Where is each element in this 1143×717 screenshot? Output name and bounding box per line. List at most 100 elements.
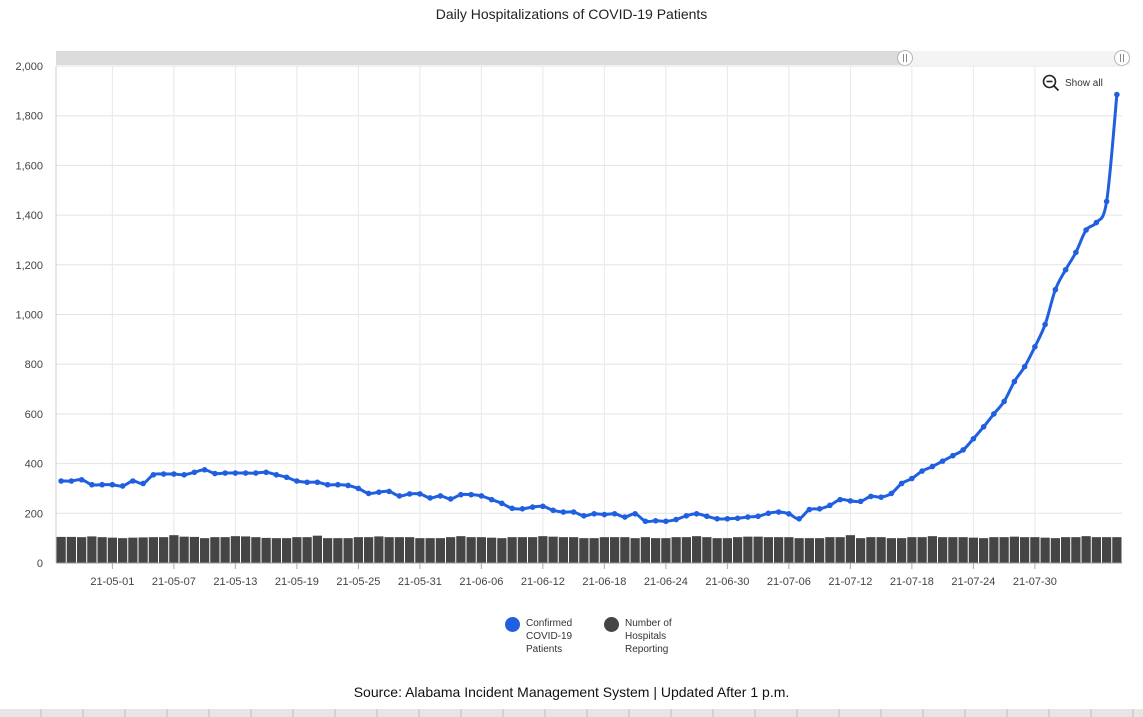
point-confirmed-patients[interactable] [376, 489, 382, 495]
bar-hospitals-reporting[interactable] [784, 537, 794, 563]
bar-hospitals-reporting[interactable] [538, 536, 548, 563]
point-confirmed-patients[interactable] [365, 490, 372, 497]
bar-hospitals-reporting[interactable] [1040, 537, 1050, 563]
bar-hospitals-reporting[interactable] [200, 538, 210, 563]
point-confirmed-patients[interactable] [181, 471, 187, 478]
bar-hospitals-reporting[interactable] [353, 537, 363, 563]
bar-hospitals-reporting[interactable] [271, 538, 281, 563]
point-confirmed-patients[interactable] [642, 518, 649, 525]
point-confirmed-patients[interactable] [1001, 398, 1007, 405]
bar-hospitals-reporting[interactable] [835, 537, 845, 563]
bar-hospitals-reporting[interactable] [1050, 538, 1060, 563]
point-confirmed-patients[interactable] [519, 506, 526, 512]
bar-hospitals-reporting[interactable] [1009, 536, 1019, 563]
point-confirmed-patients[interactable] [570, 509, 577, 515]
bar-hospitals-reporting[interactable] [312, 535, 322, 563]
range-handle-right[interactable] [1114, 50, 1130, 66]
point-confirmed-patients[interactable] [130, 478, 136, 484]
point-confirmed-patients[interactable] [427, 495, 433, 501]
bar-hospitals-reporting[interactable] [251, 537, 261, 563]
point-confirmed-patients[interactable] [304, 479, 310, 486]
point-confirmed-patients[interactable] [765, 510, 772, 517]
bar-hospitals-reporting[interactable] [681, 537, 691, 563]
bar-hospitals-reporting[interactable] [661, 538, 671, 563]
point-confirmed-patients[interactable] [58, 478, 64, 484]
point-confirmed-patients[interactable] [550, 507, 556, 514]
point-confirmed-patients[interactable] [109, 481, 116, 488]
bar-hospitals-reporting[interactable] [979, 538, 989, 563]
point-confirmed-patients[interactable] [1073, 249, 1079, 256]
point-confirmed-patients[interactable] [89, 481, 95, 488]
bar-hospitals-reporting[interactable] [128, 537, 138, 563]
bar-hospitals-reporting[interactable] [856, 538, 866, 563]
point-confirmed-patients[interactable] [160, 471, 167, 477]
point-confirmed-patients[interactable] [775, 509, 782, 515]
bar-hospitals-reporting[interactable] [148, 537, 158, 563]
bar-hospitals-reporting[interactable] [261, 537, 271, 563]
bar-hospitals-reporting[interactable] [118, 538, 128, 563]
bar-hospitals-reporting[interactable] [712, 538, 722, 563]
point-confirmed-patients[interactable] [417, 491, 423, 497]
point-confirmed-patients[interactable] [171, 471, 177, 477]
bar-hospitals-reporting[interactable] [948, 537, 958, 563]
bar-hospitals-reporting[interactable] [487, 537, 497, 563]
point-confirmed-patients[interactable] [529, 504, 536, 510]
point-confirmed-patients[interactable] [191, 469, 198, 476]
bar-hospitals-reporting[interactable] [56, 536, 66, 563]
point-confirmed-patients[interactable] [878, 494, 884, 500]
point-confirmed-patients[interactable] [509, 505, 515, 512]
point-confirmed-patients[interactable] [222, 470, 228, 476]
bar-hospitals-reporting[interactable] [230, 536, 240, 563]
point-confirmed-patients[interactable] [1042, 321, 1048, 328]
point-confirmed-patients[interactable] [837, 496, 843, 503]
point-confirmed-patients[interactable] [150, 471, 157, 478]
bar-hospitals-reporting[interactable] [958, 537, 968, 563]
point-confirmed-patients[interactable] [447, 496, 454, 502]
bar-hospitals-reporting[interactable] [507, 537, 517, 563]
point-confirmed-patients[interactable] [242, 470, 249, 476]
bar-hospitals-reporting[interactable] [446, 537, 456, 563]
point-confirmed-patients[interactable] [581, 512, 587, 519]
bar-hospitals-reporting[interactable] [282, 538, 292, 563]
point-confirmed-patients[interactable] [253, 470, 259, 476]
point-confirmed-patients[interactable] [140, 480, 146, 487]
point-confirmed-patients[interactable] [683, 512, 690, 519]
point-confirmed-patients[interactable] [263, 469, 269, 476]
point-confirmed-patients[interactable] [919, 468, 925, 474]
bar-hospitals-reporting[interactable] [692, 536, 702, 563]
bar-hospitals-reporting[interactable] [897, 538, 907, 563]
point-confirmed-patients[interactable] [78, 476, 85, 483]
point-confirmed-patients[interactable] [355, 485, 362, 492]
bar-hospitals-reporting[interactable] [169, 535, 179, 563]
bar-hospitals-reporting[interactable] [620, 537, 630, 563]
bar-hospitals-reporting[interactable] [333, 538, 343, 563]
bar-hospitals-reporting[interactable] [517, 537, 527, 563]
point-confirmed-patients[interactable] [212, 470, 218, 477]
point-confirmed-patients[interactable] [847, 498, 854, 504]
point-confirmed-patients[interactable] [745, 514, 751, 520]
point-confirmed-patients[interactable] [806, 506, 813, 513]
point-confirmed-patients[interactable] [704, 513, 710, 520]
point-confirmed-patients[interactable] [591, 510, 597, 517]
point-confirmed-patients[interactable] [396, 493, 403, 499]
bar-hospitals-reporting[interactable] [671, 537, 681, 563]
bar-hospitals-reporting[interactable] [1081, 536, 1091, 563]
bar-hospitals-reporting[interactable] [364, 537, 374, 563]
point-confirmed-patients[interactable] [1103, 198, 1110, 205]
point-confirmed-patients[interactable] [335, 481, 341, 488]
bar-hospitals-reporting[interactable] [763, 537, 773, 563]
bar-hospitals-reporting[interactable] [917, 537, 927, 563]
point-confirmed-patients[interactable] [437, 493, 444, 499]
point-confirmed-patients[interactable] [1032, 344, 1038, 350]
point-confirmed-patients[interactable] [673, 516, 679, 523]
bar-hospitals-reporting[interactable] [425, 538, 435, 563]
point-confirmed-patients[interactable] [458, 491, 464, 498]
bar-hospitals-reporting[interactable] [384, 537, 394, 563]
point-confirmed-patients[interactable] [632, 510, 638, 517]
point-confirmed-patients[interactable] [324, 481, 331, 488]
point-confirmed-patients[interactable] [99, 481, 105, 488]
point-confirmed-patients[interactable] [273, 471, 280, 478]
point-confirmed-patients[interactable] [611, 510, 618, 517]
bar-hospitals-reporting[interactable] [558, 537, 568, 563]
point-confirmed-patients[interactable] [540, 503, 546, 510]
